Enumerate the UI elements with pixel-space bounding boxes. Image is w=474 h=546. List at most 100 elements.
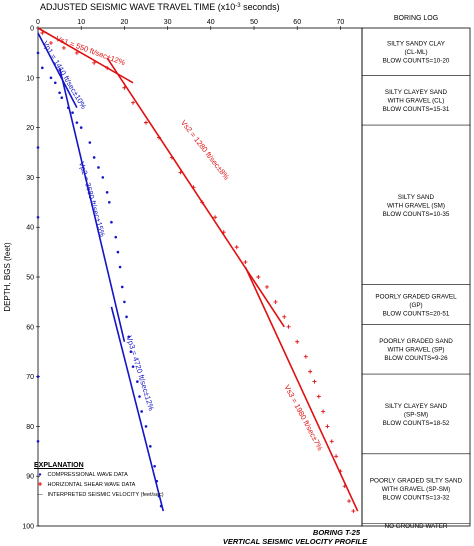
compressional-wave-point: [60, 96, 64, 100]
layer-description: BLOW COUNTS=20-51: [383, 310, 450, 317]
shear-wave-point: [256, 275, 261, 279]
y-axis-label: DEPTH, BGS (feet): [3, 242, 12, 312]
layer-description: WITH GRAVEL (SP-SM): [382, 486, 451, 493]
boring-id: BORING T-25: [312, 528, 360, 537]
compressional-wave-point: [140, 410, 143, 413]
compressional-wave-point: [159, 504, 163, 508]
shear-wave-point: [282, 314, 287, 319]
layer-description: BLOW COUNTS=10-35: [383, 211, 450, 218]
legend-item-shear: ✚ HORIZONTAL SHEAR WAVE DATA: [34, 482, 136, 488]
layer-description: POORLY GRADED SILTY SAND: [370, 478, 463, 485]
shear-wave-point: [131, 100, 136, 105]
shear-wave-point: [105, 65, 110, 70]
y-tick-label: 50: [26, 275, 34, 282]
x-tick-label: 30: [164, 19, 172, 26]
layer-description: BLOW COUNTS=18-52: [383, 420, 450, 427]
x-tick-label: 50: [250, 19, 258, 26]
compressional-wave-point: [125, 315, 128, 319]
shear-wave-point: [273, 299, 278, 304]
legend-title: EXPLANATION: [34, 462, 84, 469]
layer-description: (CL-ML): [404, 49, 427, 56]
compressional-wave-point: [127, 335, 131, 339]
y-tick-label: 30: [26, 175, 34, 182]
compressional-wave-point: [129, 350, 133, 354]
layer-description: WITH GRAVEL (SP): [387, 347, 444, 354]
shear-wave-point: [178, 170, 183, 175]
compressional-wave-point: [157, 494, 161, 498]
compressional-wave-point: [66, 106, 70, 109]
compressional-wave-point: [136, 380, 139, 383]
boring-log-header: BORING LOG: [394, 15, 438, 22]
y-tick-label: 100: [22, 524, 34, 531]
compressional-wave-point: [105, 191, 109, 194]
layer-description: SILTY SANDY CLAY: [387, 41, 446, 48]
shear-wave-point: [295, 339, 300, 344]
compressional-wave-point: [138, 395, 141, 398]
plus-icon: ✚: [37, 482, 43, 488]
legend-label-compressional: COMPRESSIONAL WAVE DATA: [47, 472, 128, 478]
compressional-wave-point: [88, 141, 92, 144]
layer-description: SILTY CLAYEY SAND: [385, 89, 448, 96]
compressional-wave-point: [92, 156, 96, 159]
layer-description: WITH GRAVEL (SM): [387, 202, 445, 209]
compressional-wave-point: [123, 300, 126, 304]
shear-wave-point: [312, 379, 317, 384]
chart-title: ADJUSTED SEISMIC WAVE TRAVEL TIME (x10-3…: [40, 2, 280, 12]
shear-wave-point: [329, 439, 334, 444]
y-tick-label: 60: [26, 324, 34, 331]
compressional-wave-point: [149, 445, 152, 448]
compressional-wave-point: [36, 440, 40, 443]
shear-wave-point: [234, 245, 239, 250]
compressional-wave-point: [114, 235, 118, 239]
shear-wave-point: [213, 215, 218, 220]
shear-wave-point: [303, 354, 308, 359]
compressional-wave-point: [75, 121, 79, 124]
y-tick-label: 70: [26, 374, 34, 381]
fit-line: [106, 57, 285, 328]
chart-footer: BORING T-25 VERTICAL SEISMIC VELOCITY PR…: [200, 528, 390, 546]
fit-line: [244, 266, 359, 512]
compressional-wave-point: [58, 91, 61, 95]
velocity-label: Vs1 = 550 ft/sec±12%: [55, 34, 127, 68]
legend: EXPLANATION ● COMPRESSIONAL WAVE DATA ✚ …: [32, 462, 202, 518]
shear-wave-point: [48, 40, 53, 45]
shear-wave-point: [338, 469, 343, 474]
legend-label-interpreted: INTERPRETED SEISMIC VELOCITY (feet/sec): [47, 492, 164, 498]
legend-item-interpreted: — INTERPRETED SEISMIC VELOCITY (feet/sec…: [34, 492, 164, 498]
x-tick-label: 70: [337, 19, 345, 26]
compressional-wave-point: [118, 265, 122, 269]
shear-wave-point: [325, 424, 330, 429]
layer-description: SILTY CLAYEY SAND: [385, 403, 448, 410]
layer-description: BLOW COUNTS=15-31: [383, 106, 450, 113]
line-icon: —: [37, 492, 43, 498]
compressional-wave-point: [36, 215, 40, 219]
legend-item-compressional: ● COMPRESSIONAL WAVE DATA: [34, 472, 128, 478]
compressional-wave-point: [144, 425, 148, 428]
shear-wave-point: [243, 260, 248, 265]
compressional-wave-point: [101, 176, 105, 179]
shear-wave-point: [92, 60, 97, 65]
shear-wave-point: [74, 50, 79, 55]
velocity-label: Vp3 = 4720 ft/sec±12%: [125, 335, 156, 412]
shear-wave-point: [156, 135, 161, 140]
boring-log-frame: [361, 27, 471, 527]
compressional-wave-point: [41, 66, 44, 70]
compressional-wave-point: [110, 220, 113, 224]
compressional-wave-point: [97, 166, 100, 169]
profile-title: VERTICAL SEISMIC VELOCITY PROFILE: [222, 537, 368, 546]
layer-description: (SP-SM): [404, 411, 428, 418]
y-tick-label: 40: [26, 225, 34, 232]
shear-wave-point: [200, 200, 205, 205]
y-tick-label: 10: [26, 75, 34, 82]
layer-description: BLOW COUNTS=9-26: [384, 355, 448, 362]
compressional-wave-point: [36, 375, 40, 378]
y-tick-label: 0: [30, 26, 34, 33]
layer-description: (GP): [409, 302, 422, 309]
shear-wave-point: [342, 484, 347, 489]
legend-label-shear: HORIZONTAL SHEAR WAVE DATA: [47, 482, 136, 488]
y-tick-label: 80: [26, 424, 34, 431]
velocity-label: Vp2 = 3680 ft/sec±15%: [77, 161, 107, 238]
fit-line: [37, 32, 78, 109]
y-tick-label: 20: [26, 125, 34, 132]
